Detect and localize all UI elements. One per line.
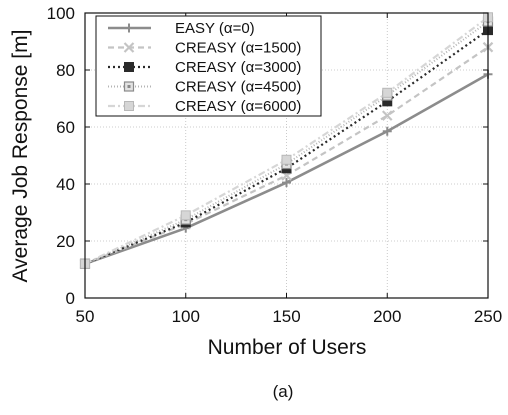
x-tick-label: 50 [76, 307, 95, 326]
plot-frame [84, 12, 489, 299]
legend-swatch-marker [127, 85, 131, 88]
data-point [180, 210, 191, 221]
legend: EASY (α=0) CREASY (α=1500) CREASY (α=3000)… [95, 15, 322, 117]
data-point [281, 154, 292, 165]
y-axis-title: Average Job Response [m] [9, 30, 32, 283]
x-tick-label: 100 [172, 307, 200, 326]
y-tick-label: 40 [56, 175, 75, 194]
data-point [381, 110, 393, 121]
y-tick-label: 100 [47, 4, 75, 23]
x-tick-label: 200 [373, 307, 401, 326]
series-line [84, 29, 489, 265]
legend-swatch-marker [123, 42, 135, 53]
data-point [382, 87, 393, 98]
tick-labels: 0 20 40 60 80 100 50 100 150 200 250 [47, 4, 503, 326]
figure-caption: (a) [273, 382, 294, 401]
legend-label: EASY (α=0) [175, 20, 255, 37]
x-tick-label: 150 [272, 307, 300, 326]
y-tick-label: 80 [56, 61, 75, 80]
legend-swatch-marker [124, 101, 134, 111]
x-tick-label: 250 [474, 307, 502, 326]
legend-label: CREASY (α=3000) [175, 59, 301, 76]
legend-label: CREASY (α=6000) [175, 98, 301, 115]
y-tick-label: 0 [66, 289, 75, 308]
x-axis-title: Number of Users [208, 336, 367, 359]
legend-label: CREASY (α=4500) [175, 79, 301, 96]
legend-swatch-marker [124, 62, 134, 72]
y-tick-label: 60 [56, 118, 75, 137]
y-tick-label: 20 [56, 232, 75, 251]
legend-label: CREASY (α=1500) [175, 40, 301, 57]
